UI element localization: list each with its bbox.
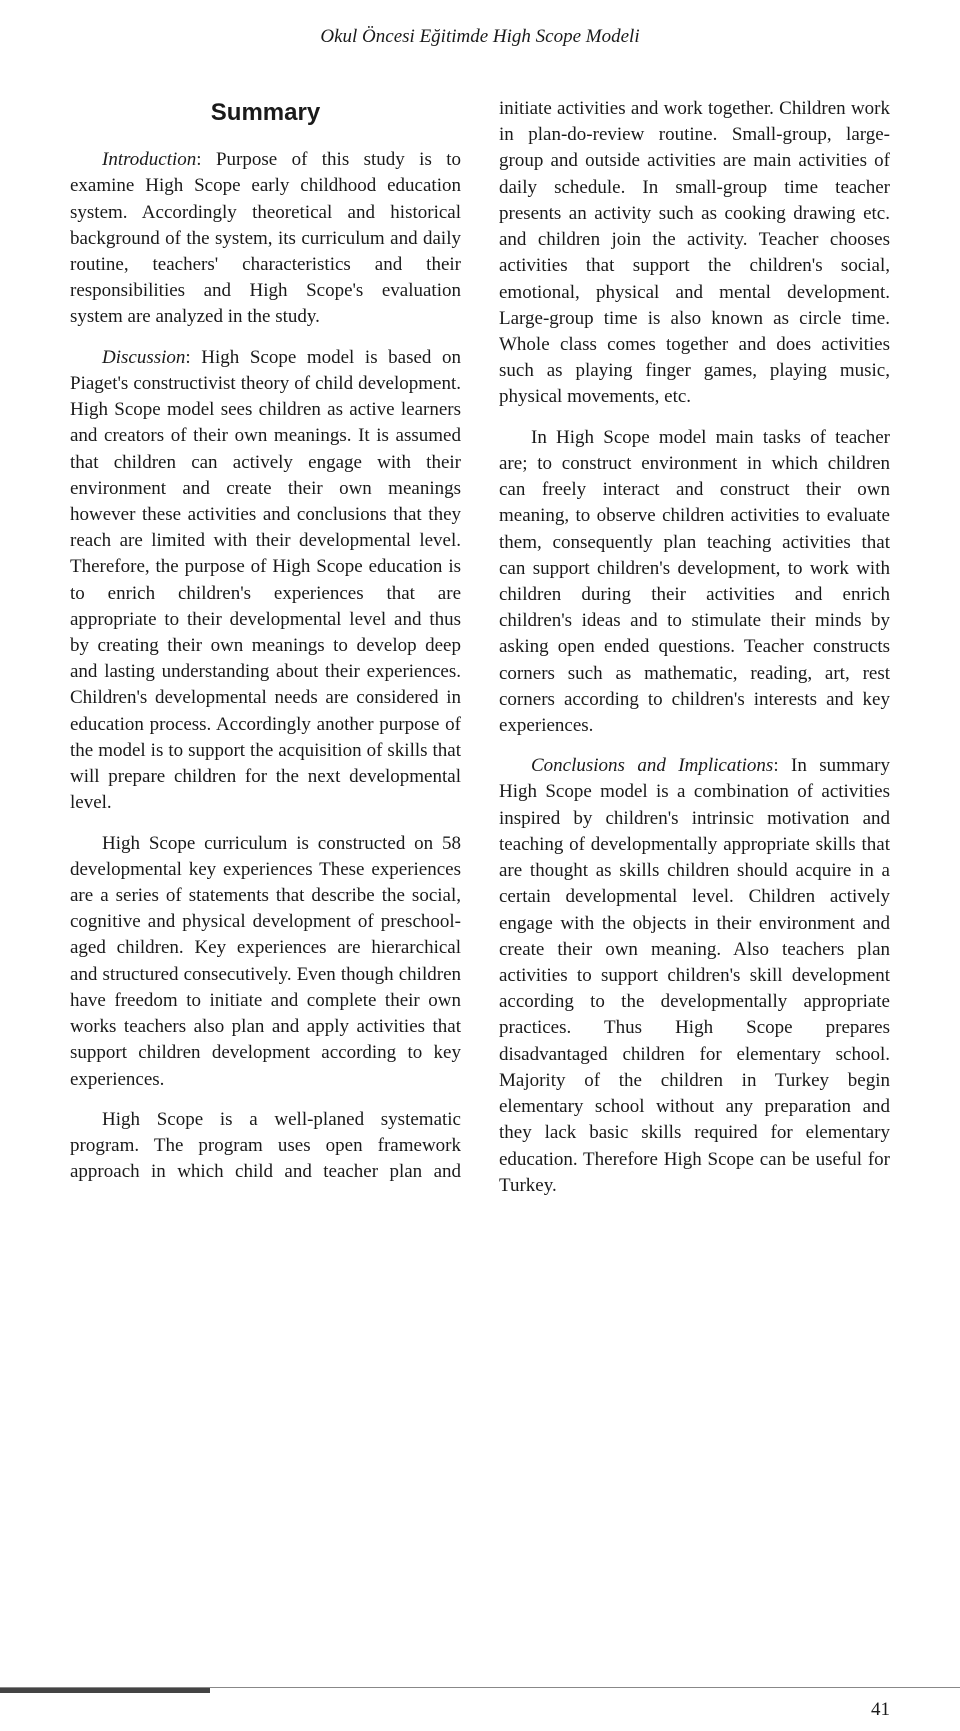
body-columns: Summary Introduction: Purpose of this st… bbox=[70, 96, 890, 1199]
lead-introduction: Introduction bbox=[102, 149, 196, 170]
paragraph-conclusions: Conclusions and Implications: In summary… bbox=[499, 753, 890, 1199]
footer-bar bbox=[0, 1688, 210, 1693]
paragraph-text: High Scope model is based on Piaget's co… bbox=[70, 347, 461, 814]
page-number: 41 bbox=[871, 1699, 890, 1721]
lead-sep: : bbox=[773, 755, 791, 776]
lead-discussion: Discussion bbox=[102, 347, 185, 368]
paragraph-text: Purpose of this study is to examine High… bbox=[70, 149, 461, 327]
paragraph-teacher-tasks: In High Scope model main tasks of teache… bbox=[499, 425, 890, 740]
lead-conclusions: Conclusions and Implications bbox=[531, 755, 773, 776]
lead-sep: : bbox=[196, 149, 216, 170]
paragraph-text: In summary High Scope model is a combina… bbox=[499, 755, 890, 1196]
running-head: Okul Öncesi Eğitimde High Scope Modeli bbox=[70, 0, 890, 96]
paragraph-discussion: Discussion: High Scope model is based on… bbox=[70, 345, 461, 817]
lead-sep: : bbox=[185, 347, 201, 368]
paragraph-introduction: Introduction: Purpose of this study is t… bbox=[70, 147, 461, 331]
paragraph-curriculum: High Scope curriculum is constructed on … bbox=[70, 831, 461, 1093]
page: Okul Öncesi Eğitimde High Scope Modeli S… bbox=[0, 0, 960, 1731]
summary-heading: Summary bbox=[70, 96, 461, 129]
